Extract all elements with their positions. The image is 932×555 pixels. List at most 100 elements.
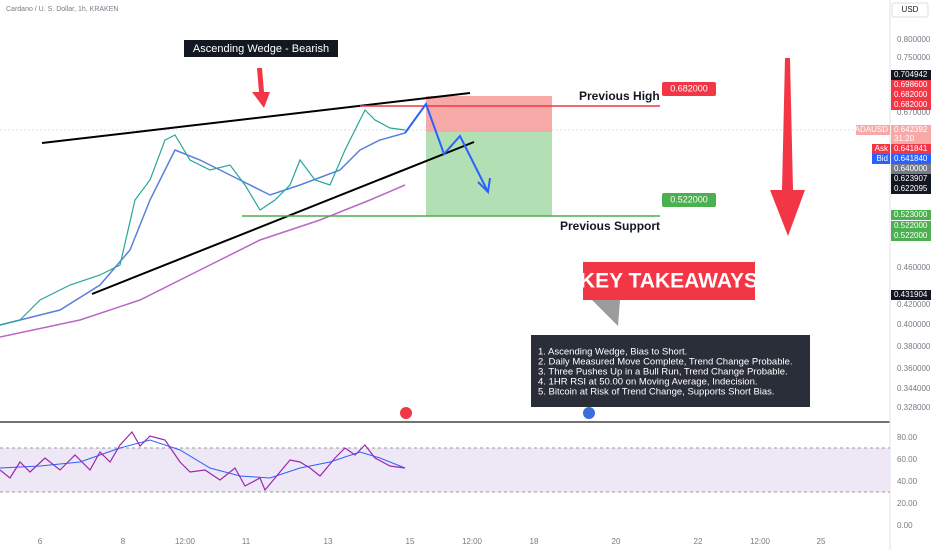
price-tag [891, 70, 931, 80]
price-tag-text: 0.682000 [894, 90, 928, 99]
event-icon[interactable] [400, 407, 412, 419]
price-tag [891, 100, 931, 110]
price-tick: 0.328000 [897, 403, 931, 412]
flag-icon[interactable] [583, 407, 595, 419]
rsi-tick: 80.00 [897, 433, 918, 442]
price-tag-text: 0.682000 [894, 100, 928, 109]
high-price: 0.682000 [670, 83, 708, 93]
price-tick: 0.360000 [897, 364, 931, 373]
time-tick: 25 [817, 537, 826, 546]
price-tag [891, 164, 931, 174]
price-tick: 0.750000 [897, 53, 931, 62]
rsi-band [0, 448, 890, 492]
price-tag-text: 0.522000 [894, 221, 928, 230]
price-tag-text: 0.641840 [894, 154, 928, 163]
time-tick: 12:00 [462, 537, 483, 546]
price-tag-text: 0.640000 [894, 164, 928, 173]
price-tag-text: 0.704942 [894, 70, 928, 79]
price-tick: 0.670000 [897, 108, 931, 117]
time-tick: 6 [38, 537, 43, 546]
tag-time: 31:20 [894, 134, 915, 143]
price-tag [891, 174, 931, 184]
time-tick: 20 [612, 537, 621, 546]
time-tick: 8 [121, 537, 126, 546]
pattern-box [184, 40, 338, 57]
tag-name-box [872, 144, 890, 154]
wedge-lower [91, 141, 475, 295]
symbol: Cardano / U. S. Dollar, 1h, KRAKEN [6, 6, 118, 13]
support-tag [662, 193, 716, 207]
price-tag-text: 0.431904 [894, 290, 928, 299]
bear-arrow [770, 58, 805, 236]
wedge-upper [41, 92, 471, 144]
price-tag [891, 125, 931, 135]
time-tick: 12:00 [750, 537, 771, 546]
price-tag-text: 0.523000 [894, 210, 928, 219]
tag-time-box [891, 134, 931, 144]
time-tick: 11 [242, 537, 251, 546]
price-tick: 0.344000 [897, 384, 931, 393]
pointer-arrow [252, 68, 270, 108]
price-tag-text: 0.623907 [894, 174, 928, 183]
price-tag-text: 0.641841 [894, 144, 928, 153]
time-tick: 22 [694, 537, 703, 546]
rsi [0, 430, 406, 492]
tag-name-box [872, 154, 890, 164]
tag-name-box [856, 125, 890, 135]
takeaway: 4. 1HR RSI at 50.00 on Moving Average, I… [538, 377, 758, 388]
price-tag [891, 231, 931, 241]
price-tick: 0.800000 [897, 35, 931, 44]
takeaways-box [531, 335, 810, 407]
high-tag [662, 82, 716, 96]
target-zone [426, 132, 552, 216]
tag-name: ADAUSD [855, 125, 889, 134]
takeaways-title-box [583, 262, 755, 300]
price-tick: 0.460000 [897, 263, 931, 272]
tag-name: Ask [875, 144, 889, 153]
takeaway: 5. Bitcoin at Risk of Trend Change, Supp… [538, 387, 775, 398]
rsi-tick: 20.00 [897, 499, 918, 508]
pattern-label: Ascending Wedge - Bearish [193, 43, 329, 55]
currency[interactable]: USD [902, 5, 919, 14]
tag-name: Bid [876, 154, 888, 163]
price-tag-text: 0.622095 [894, 184, 928, 193]
rsi-ma [0, 439, 406, 479]
price-tag-text: 0.522000 [894, 231, 928, 240]
time-tick: 12:00 [175, 537, 196, 546]
previous-high: Previous High [579, 89, 660, 103]
price-tag-text: 0.698600 [894, 80, 928, 89]
arrow-head [477, 177, 491, 195]
projection-arrow [404, 101, 489, 193]
takeaway: 3. Three Pushes Up in a Bull Run, Trend … [538, 367, 788, 378]
ma-slow [0, 184, 406, 338]
time-tick: 15 [406, 537, 415, 546]
rsi-tick: 40.00 [897, 477, 918, 486]
ma-fast [0, 132, 406, 326]
previous-support: Previous Support [560, 219, 660, 233]
price-tag [891, 210, 931, 220]
price-tag [891, 290, 931, 300]
price [0, 108, 406, 326]
price-tag [891, 221, 931, 231]
takeaway: 1. Ascending Wedge, Bias to Short. [538, 347, 687, 358]
price-tick: 0.420000 [897, 300, 931, 309]
takeaway: 2. Daily Measured Move Complete, Trend C… [538, 357, 793, 368]
time-tick: 13 [324, 537, 333, 546]
stop-zone [426, 96, 552, 132]
price-tag [891, 144, 931, 154]
price-tag-text: 0.642392 [894, 125, 928, 134]
time-tick: 18 [530, 537, 539, 546]
price-tag [891, 80, 931, 90]
rsi-tick: 0.00 [897, 521, 913, 530]
price-tag [891, 184, 931, 194]
price-tag [891, 90, 931, 100]
support-price: 0.522000 [670, 194, 708, 204]
rsi-tick: 60.00 [897, 455, 918, 464]
price-tick: 0.380000 [897, 342, 931, 351]
callout-tail [592, 300, 620, 326]
currency-box[interactable] [891, 2, 929, 18]
price-tag [891, 154, 931, 164]
takeaways-title: KEY TAKEAWAYS [580, 270, 758, 293]
price-tick: 0.400000 [897, 320, 931, 329]
